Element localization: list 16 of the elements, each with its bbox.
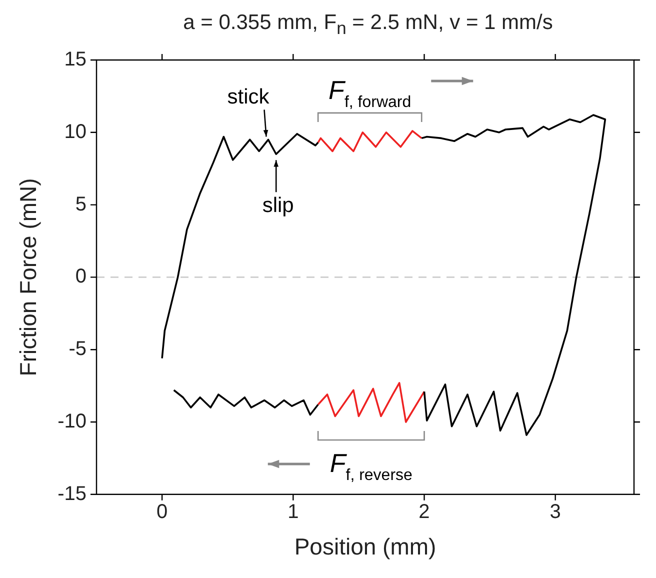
y-tick-label: -15 xyxy=(58,482,87,505)
chart-title: a = 0.355 mm, F$_{n}$ = 2.5 mN, v = 1 mm/s xyxy=(182,10,554,38)
annotation: slip xyxy=(262,194,294,218)
x-tick-label: 3 xyxy=(550,500,561,523)
y-tick-label: 5 xyxy=(75,193,87,216)
y-tick-label: 15 xyxy=(64,48,87,71)
x-tick-label: 2 xyxy=(418,500,430,523)
x-tick-label: 1 xyxy=(288,500,299,523)
annotation: stick xyxy=(227,86,270,109)
y-tick-label: -10 xyxy=(58,410,87,433)
y-axis-title: Friction Force (mN) xyxy=(15,178,42,376)
y-tick-label: 10 xyxy=(64,120,87,143)
y-tick-label: -5 xyxy=(68,338,87,360)
y-tick-label: 0 xyxy=(75,266,87,288)
x-axis-title: Position (mm) xyxy=(294,534,436,560)
x-tick-label: 0 xyxy=(156,500,168,523)
